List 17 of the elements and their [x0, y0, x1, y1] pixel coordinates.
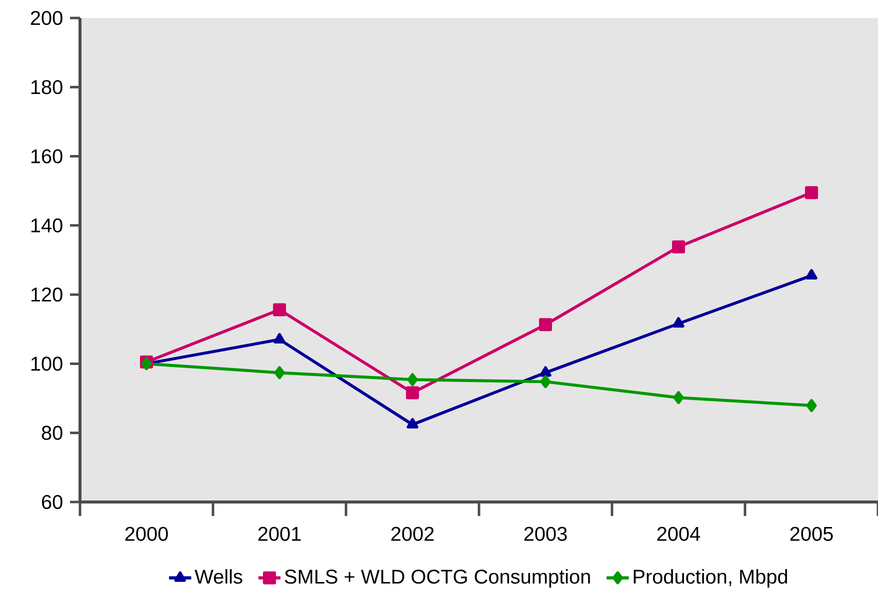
y-tick-label: 140 — [31, 218, 62, 232]
y-tick-label: 180 — [31, 80, 62, 94]
x-tick-label: 2005 — [790, 526, 833, 541]
x-tick-label: 2000 — [125, 526, 168, 541]
y-tick-label: 80 — [42, 426, 62, 440]
legend-label: SMLS + WLD OCTG Consumption — [284, 569, 590, 588]
x-tick-label: 2004 — [657, 526, 700, 541]
x-tick-label: 2003 — [524, 526, 567, 541]
x-tick-label: 2001 — [258, 526, 301, 541]
y-tick-label: 60 — [42, 494, 62, 510]
y-tick-label: 120 — [31, 288, 62, 302]
y-tick-label: 200 — [30, 10, 62, 26]
legend-label: Production, Mbpd — [634, 569, 788, 588]
y-tick-label: 160 — [31, 149, 62, 164]
legend-label: Wells — [194, 569, 242, 584]
y-tick-label: 100 — [31, 356, 62, 371]
x-tick-label: 2002 — [391, 526, 434, 541]
